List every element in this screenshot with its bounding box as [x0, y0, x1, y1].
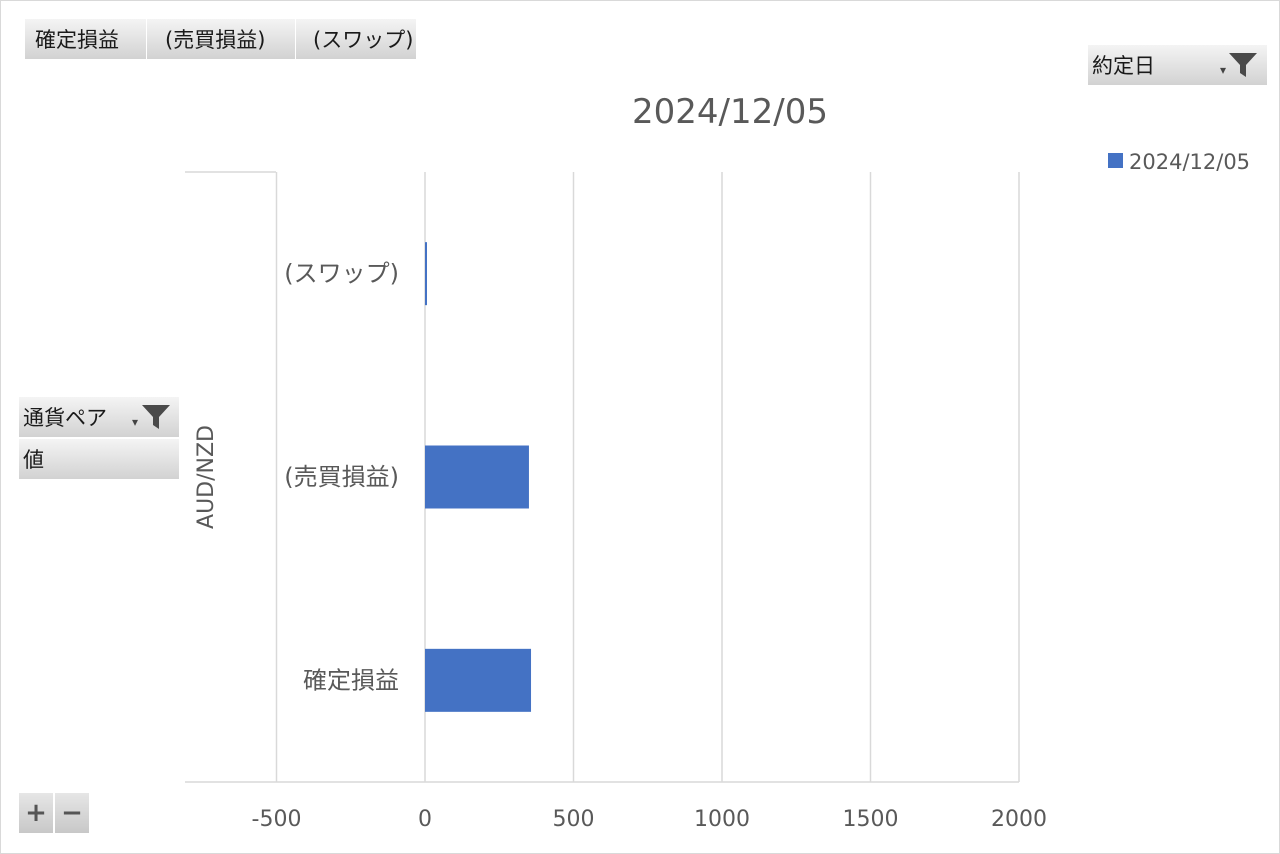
dropdown-arrow-icon: ▾	[132, 415, 139, 429]
legend-swatch	[1108, 153, 1123, 168]
category-label: (売買損益)	[284, 463, 399, 491]
x-tick-label: 1000	[694, 807, 750, 832]
category-label: (スワップ)	[284, 260, 399, 288]
chart-title: 2024/12/05	[632, 92, 828, 132]
category-label: 確定損益	[303, 666, 399, 694]
collapse-button[interactable]: −	[55, 793, 89, 833]
value-field-button-swap[interactable]: (スワップ)	[296, 19, 417, 59]
bar	[425, 445, 529, 509]
bar	[425, 242, 427, 306]
values-label: 値	[23, 448, 44, 472]
bar	[425, 648, 532, 712]
date-filter-label: 約定日	[1092, 54, 1155, 78]
date-filter-button[interactable]: 約定日 ▾	[1088, 45, 1267, 85]
x-tick-label: 500	[553, 807, 595, 832]
funnel-filter-icon	[142, 405, 170, 429]
currency-pair-filter-button[interactable]: 通貨ペア ▾	[19, 397, 179, 437]
legend-label: 2024/12/05	[1129, 150, 1250, 174]
value-field-button-kakutei[interactable]: 確定損益	[25, 19, 147, 59]
value-field-button-baibai[interactable]: (売買損益)	[147, 19, 296, 59]
x-tick-label: 1500	[843, 807, 899, 832]
x-tick-label: 2000	[991, 807, 1047, 832]
values-field-button[interactable]: 値	[19, 439, 179, 479]
expand-button[interactable]: +	[19, 793, 53, 833]
currency-pair-filter-label: 通貨ペア	[23, 406, 107, 430]
group-axis-label: AUD/NZD	[194, 425, 219, 529]
dropdown-arrow-icon: ▾	[1220, 63, 1227, 77]
x-tick-label: 0	[418, 807, 432, 832]
x-tick-label: -500	[252, 807, 302, 832]
funnel-filter-icon	[1229, 53, 1257, 77]
